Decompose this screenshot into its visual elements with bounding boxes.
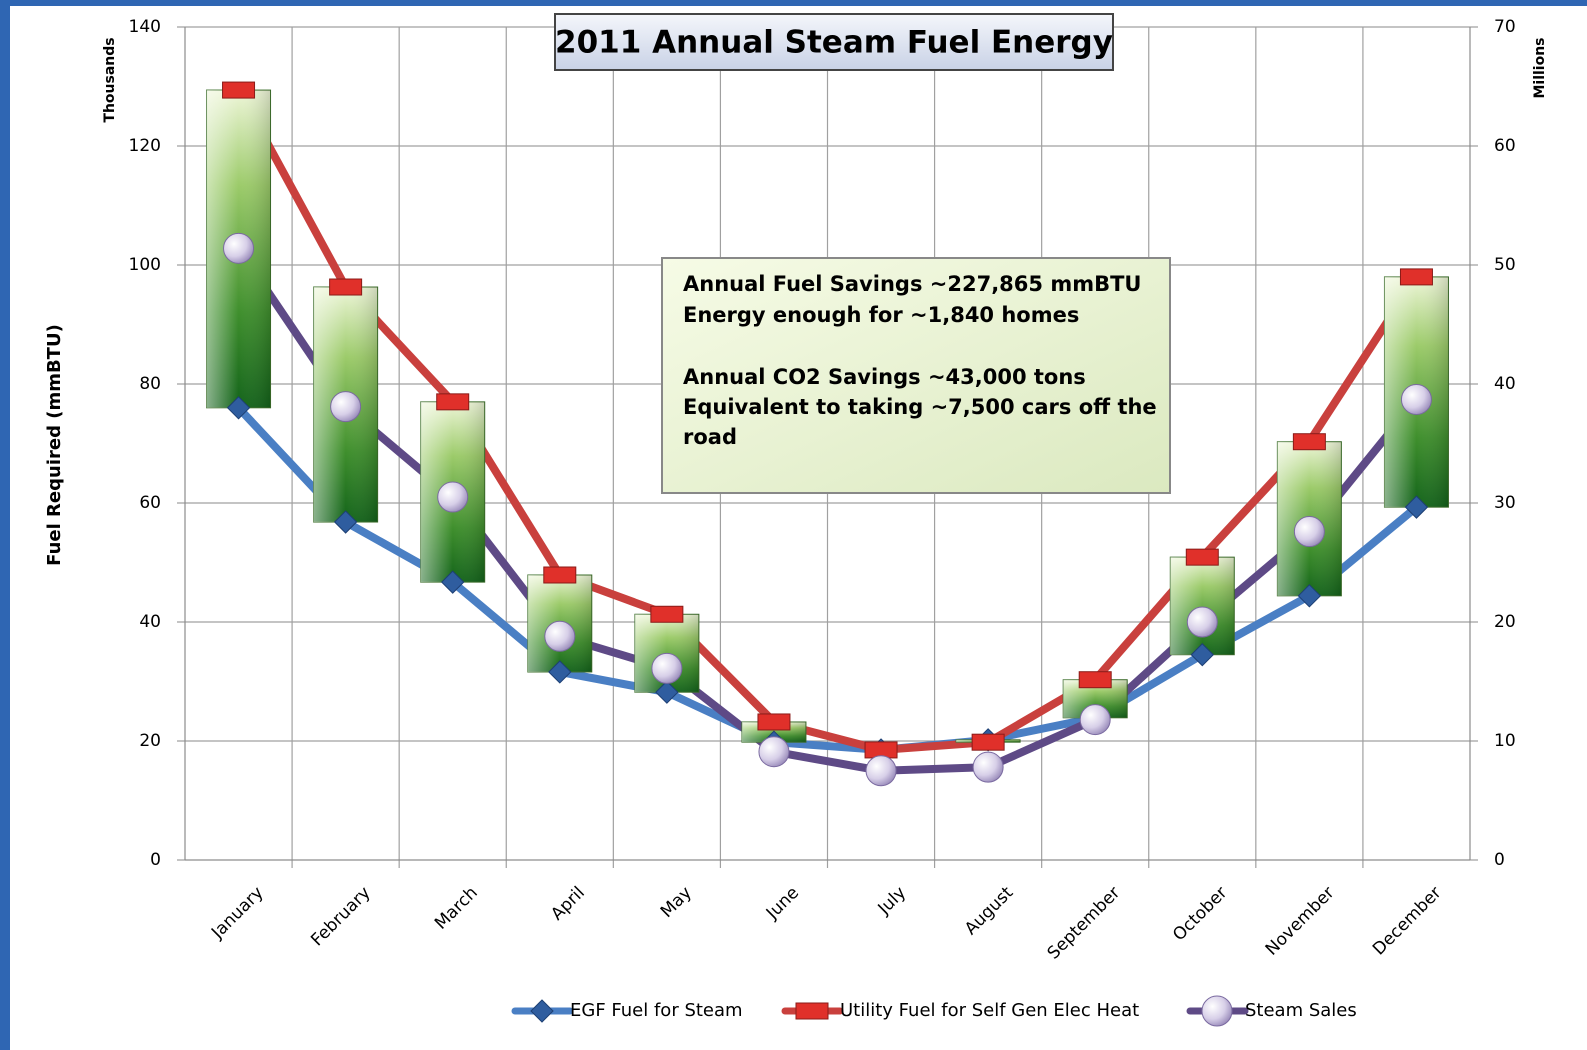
- annotation-line: Energy enough for ~1,840 homes: [683, 303, 1079, 327]
- data-point: [226, 396, 251, 420]
- data-point: [544, 620, 576, 652]
- title-box: [554, 13, 1114, 71]
- y2-unit-label: Millions: [1532, 37, 1548, 98]
- data-point: [329, 278, 363, 296]
- y2-tick-label: 10: [1494, 731, 1516, 751]
- data-point: [758, 736, 790, 768]
- legend-label: Steam Sales: [1245, 1000, 1357, 1021]
- annotation-line: Annual Fuel Savings ~227,865 mmBTU: [683, 272, 1141, 296]
- data-point: [1186, 606, 1218, 638]
- annotation-box: [661, 257, 1171, 494]
- legend-label: EGF Fuel for Steam: [570, 1000, 743, 1021]
- data-point: [655, 680, 679, 704]
- data-point: [1185, 548, 1219, 566]
- annotation-line: Annual CO2 Savings ~43,000 tons: [683, 365, 1086, 389]
- y-unit-label: Thousands: [102, 37, 118, 122]
- legend-marker: [530, 999, 554, 1023]
- data-point: [1399, 268, 1433, 286]
- data-point: [1297, 584, 1322, 608]
- data-point: [223, 232, 255, 264]
- data-point: [1293, 516, 1325, 548]
- data-point: [1078, 671, 1112, 689]
- y-axis-label: Fuel Required (mmBTU): [44, 324, 65, 566]
- y2-tick-label: 30: [1494, 493, 1516, 513]
- y-tick-label: 80: [139, 374, 161, 394]
- plot-area: [177, 26, 1478, 868]
- data-point: [650, 605, 684, 623]
- data-point: [548, 660, 572, 684]
- y-tick-label: 120: [129, 136, 161, 156]
- y-tick-label: 40: [139, 612, 161, 632]
- chart-title: 2011 Annual Steam Fuel Energy: [555, 25, 1113, 61]
- data-point: [972, 751, 1004, 783]
- legend-marker: [795, 1002, 829, 1020]
- y2-tick-label: 50: [1494, 255, 1516, 275]
- legend-marker: [1201, 995, 1233, 1027]
- annotation-line: road: [683, 425, 737, 449]
- annotation-line: Equivalent to taking ~7,500 cars off the: [683, 395, 1157, 419]
- up-down-bar-shine: [1170, 557, 1235, 655]
- y2-tick-label: 40: [1494, 374, 1516, 394]
- data-point: [1079, 704, 1111, 736]
- data-point: [1404, 495, 1429, 519]
- data-point: [865, 755, 897, 787]
- data-point: [757, 713, 791, 731]
- data-point: [1400, 383, 1432, 415]
- y-tick-label: 100: [129, 255, 161, 275]
- y-tick-label: 20: [139, 731, 161, 751]
- data-point: [222, 81, 256, 99]
- data-point: [1292, 433, 1326, 451]
- data-point: [971, 733, 1005, 751]
- y2-tick-label: 60: [1494, 136, 1516, 156]
- y2-tick-label: 20: [1494, 612, 1516, 632]
- data-point: [333, 510, 358, 534]
- data-point: [1190, 643, 1214, 667]
- y-tick-label: 0: [150, 850, 161, 870]
- data-point: [651, 652, 683, 684]
- y2-tick-label: 70: [1494, 17, 1516, 37]
- series-line: [235, 88, 1420, 754]
- data-point: [543, 566, 577, 584]
- data-point: [436, 393, 470, 411]
- y-tick-label: 60: [139, 493, 161, 513]
- y-tick-label: 140: [129, 17, 161, 37]
- legend-label: Utility Fuel for Self Gen Elec Heat: [840, 1000, 1139, 1021]
- y2-tick-label: 0: [1494, 850, 1505, 870]
- data-point: [330, 391, 362, 423]
- data-point: [437, 481, 469, 513]
- data-point: [441, 570, 465, 594]
